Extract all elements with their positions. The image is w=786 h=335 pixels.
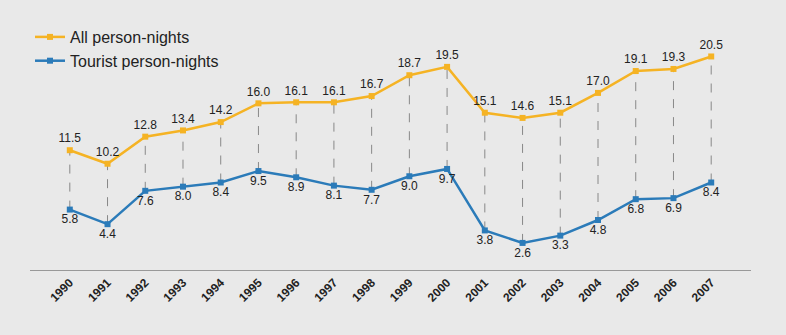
- svg-text:2000: 2000: [425, 276, 454, 305]
- svg-text:4.8: 4.8: [590, 223, 607, 237]
- svg-text:20.5: 20.5: [700, 38, 724, 52]
- svg-text:2004: 2004: [576, 276, 605, 305]
- svg-text:9.5: 9.5: [250, 174, 267, 188]
- svg-text:8.1: 8.1: [326, 188, 343, 202]
- svg-text:17.0: 17.0: [586, 74, 610, 88]
- svg-text:2007: 2007: [689, 276, 718, 305]
- svg-text:1993: 1993: [161, 276, 190, 305]
- svg-text:16.0: 16.0: [247, 85, 271, 99]
- svg-text:19.1: 19.1: [624, 52, 648, 66]
- svg-text:1992: 1992: [123, 276, 152, 305]
- svg-text:2003: 2003: [538, 276, 567, 305]
- svg-text:2002: 2002: [500, 276, 529, 305]
- svg-text:Tourist person-nights: Tourist person-nights: [70, 53, 219, 70]
- svg-text:1994: 1994: [198, 276, 227, 305]
- svg-text:19.3: 19.3: [662, 50, 686, 64]
- svg-text:2.6: 2.6: [514, 246, 531, 260]
- svg-text:9.0: 9.0: [401, 179, 418, 193]
- svg-text:9.7: 9.7: [439, 172, 456, 186]
- svg-text:1999: 1999: [387, 276, 416, 305]
- svg-text:11.5: 11.5: [59, 131, 82, 145]
- svg-text:8.4: 8.4: [212, 185, 229, 199]
- svg-text:7.7: 7.7: [363, 193, 380, 207]
- svg-text:1990: 1990: [47, 276, 76, 305]
- svg-text:15.1: 15.1: [549, 94, 573, 108]
- svg-text:5.8: 5.8: [61, 212, 78, 226]
- svg-text:8.4: 8.4: [703, 185, 720, 199]
- svg-text:12.8: 12.8: [134, 118, 158, 132]
- svg-text:16.1: 16.1: [322, 84, 346, 98]
- svg-text:2001: 2001: [462, 276, 491, 305]
- svg-text:All person-nights: All person-nights: [70, 29, 189, 46]
- svg-text:1996: 1996: [274, 276, 303, 305]
- svg-text:8.0: 8.0: [175, 189, 192, 203]
- svg-text:16.1: 16.1: [285, 84, 309, 98]
- svg-text:1995: 1995: [236, 276, 265, 305]
- svg-text:2006: 2006: [651, 276, 680, 305]
- svg-text:3.3: 3.3: [552, 238, 569, 252]
- svg-text:16.7: 16.7: [360, 77, 384, 91]
- svg-text:13.4: 13.4: [171, 112, 195, 126]
- svg-text:6.8: 6.8: [627, 202, 644, 216]
- svg-text:1991: 1991: [85, 276, 114, 305]
- svg-text:8.9: 8.9: [288, 180, 305, 194]
- svg-text:14.2: 14.2: [209, 103, 233, 117]
- svg-text:1998: 1998: [349, 276, 378, 305]
- svg-text:6.9: 6.9: [665, 201, 682, 215]
- svg-text:2005: 2005: [613, 276, 642, 305]
- svg-text:4.4: 4.4: [99, 227, 116, 241]
- svg-text:15.1: 15.1: [473, 94, 497, 108]
- svg-text:7.6: 7.6: [137, 194, 154, 208]
- svg-text:19.5: 19.5: [435, 48, 459, 62]
- svg-text:1997: 1997: [311, 276, 340, 305]
- svg-text:18.7: 18.7: [398, 56, 422, 70]
- svg-text:10.2: 10.2: [96, 145, 120, 159]
- svg-text:14.6: 14.6: [511, 99, 535, 113]
- svg-text:3.8: 3.8: [476, 233, 493, 247]
